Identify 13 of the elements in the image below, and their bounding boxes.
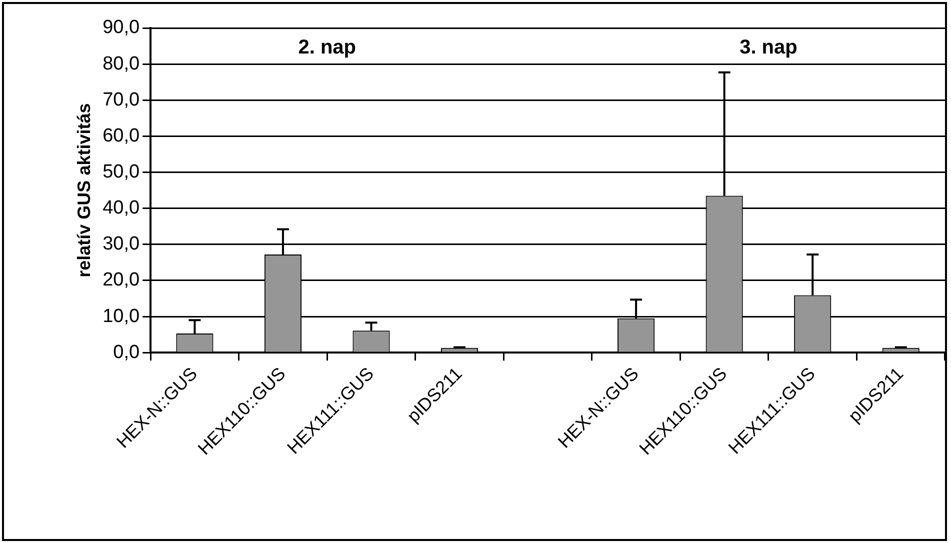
y-tick-label: 0,0 (113, 342, 140, 363)
y-tick-label: 80,0 (102, 53, 140, 74)
annotation: 3. nap (740, 36, 798, 58)
y-tick-label: 70,0 (102, 89, 140, 110)
y-tick-label: 10,0 (102, 306, 140, 327)
y-axis-title: relatív GUS aktivitás (74, 103, 94, 278)
y-tick-label: 50,0 (102, 162, 140, 183)
annotation: 2. nap (298, 36, 356, 58)
y-tick-label: 60,0 (102, 125, 140, 146)
y-tick-label: 30,0 (102, 234, 140, 255)
y-tick-label: 20,0 (102, 270, 140, 291)
y-tick-label: 90,0 (102, 17, 140, 38)
y-tick-label: 40,0 (102, 198, 140, 219)
